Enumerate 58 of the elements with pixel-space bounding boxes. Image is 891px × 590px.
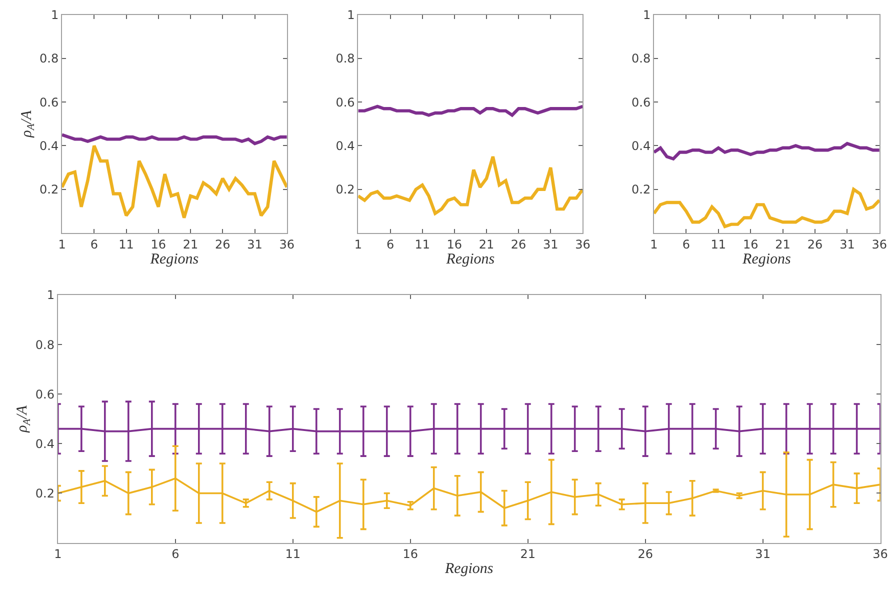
x-tick-label: 11 — [414, 237, 430, 252]
x-axis-title: Regions — [444, 561, 494, 578]
y-tick-label: 0.8 — [35, 338, 55, 352]
y-tick-label: 0.2 — [35, 486, 55, 500]
line-series — [62, 144, 287, 220]
x-tick-label: 16 — [402, 547, 418, 562]
x-tick-label: 21 — [520, 547, 536, 562]
x-tick-label: 36 — [575, 237, 590, 252]
y-tick-label: 0.2 — [40, 182, 59, 197]
x-tick-label: 11 — [118, 237, 134, 252]
x-tick-label: 26 — [638, 547, 653, 562]
y-tick-label: 0.2 — [336, 182, 355, 197]
x-tick-label: 6 — [172, 547, 180, 562]
x-tick-label: 31 — [543, 237, 558, 252]
y-tick-label: 0.6 — [336, 95, 355, 110]
y-tick-label: 1 — [50, 8, 59, 22]
y-tick-label: 0.6 — [35, 387, 55, 402]
x-axis-title: Regions — [742, 251, 792, 268]
x-tick-label: 16 — [150, 237, 166, 252]
x-tick-label: 21 — [775, 237, 790, 252]
x-tick-label: 21 — [478, 237, 494, 252]
x-axis-title: Regions — [149, 251, 199, 268]
line-series — [654, 142, 880, 160]
line-series — [358, 155, 583, 215]
y-tick-label: 1 — [347, 8, 355, 22]
y-tick-label: 0.6 — [40, 95, 59, 110]
line-series — [654, 188, 880, 228]
y-tick-label: 0.8 — [632, 52, 651, 66]
x-tick-label: 6 — [90, 237, 98, 252]
y-tick-label: 0.4 — [40, 138, 59, 153]
x-tick-label: 21 — [182, 237, 198, 252]
y-tick-label: 0.8 — [40, 52, 59, 66]
y-tick-label: 1 — [46, 288, 55, 302]
x-tick-label: 6 — [682, 237, 690, 252]
x-tick-label: 31 — [247, 237, 262, 252]
x-tick-label: 16 — [446, 237, 462, 252]
y-tick-label: 1 — [642, 8, 651, 22]
y-tick-label: 0.6 — [632, 95, 651, 110]
line-series — [62, 133, 287, 146]
x-tick-label: 6 — [386, 237, 394, 252]
x-tick-label: 36 — [872, 547, 888, 562]
y-tick-label: 0.4 — [35, 436, 55, 451]
x-tick-label: 31 — [755, 547, 770, 562]
x-axis-title: Regions — [445, 251, 495, 268]
y-tick-label: 0.8 — [336, 52, 355, 66]
y-tick-label: 0.2 — [632, 182, 651, 197]
x-tick-label: 26 — [807, 237, 823, 252]
y-tick-label: 0.4 — [632, 138, 651, 153]
x-tick-label: 11 — [710, 237, 726, 252]
x-tick-label: 36 — [872, 237, 888, 252]
y-tick-label: 0.4 — [336, 138, 355, 153]
x-tick-label: 26 — [510, 237, 526, 252]
x-tick-label: 11 — [285, 547, 301, 562]
x-tick-label: 36 — [279, 237, 295, 252]
line-series — [358, 104, 583, 117]
x-tick-label: 16 — [742, 237, 758, 252]
x-tick-label: 31 — [840, 237, 855, 252]
x-tick-label: 26 — [215, 237, 230, 252]
